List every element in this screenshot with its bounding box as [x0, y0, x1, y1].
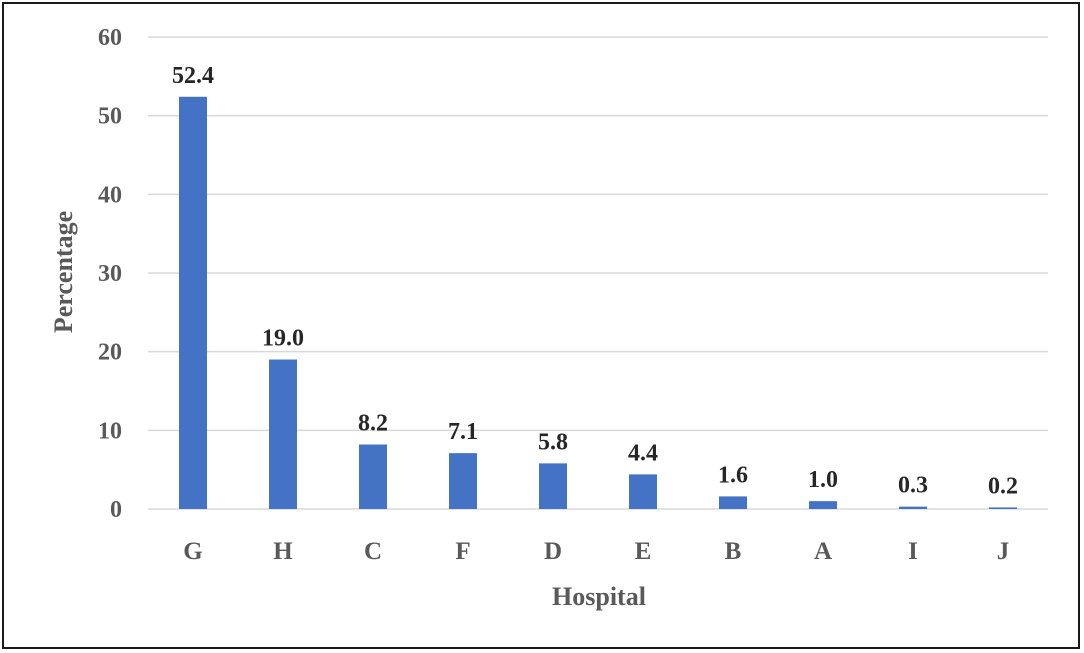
y-tick-label: 20 [98, 340, 122, 366]
y-tick-label: 60 [98, 25, 122, 51]
category-label-E: E [635, 538, 652, 565]
y-axis-ticks: 0 10 20 30 40 50 60 [98, 25, 122, 523]
y-tick-label: 10 [98, 418, 122, 444]
category-label-H: H [273, 538, 293, 565]
y-tick-label: 50 [98, 104, 122, 130]
data-label-A: 1.0 [808, 467, 838, 493]
data-label-D: 5.8 [538, 429, 568, 455]
data-label-C: 8.2 [358, 410, 388, 436]
category-label-A: A [814, 538, 832, 565]
data-labels: 52.4 19.0 8.2 7.1 5.8 4.4 1.6 1.0 0.3 0.2 [172, 63, 1018, 500]
category-label-F: F [455, 538, 470, 565]
data-label-B: 1.6 [718, 462, 748, 488]
y-tick-label: 40 [98, 182, 122, 208]
category-label-I: I [908, 538, 918, 565]
data-label-E: 4.4 [628, 440, 658, 466]
data-label-F: 7.1 [448, 419, 478, 445]
bar-D [539, 463, 567, 509]
category-label-G: G [183, 538, 202, 565]
data-label-G: 52.4 [172, 63, 214, 89]
x-axis-title: Hospital [552, 582, 646, 611]
bars [179, 96, 1017, 509]
data-label-I: 0.3 [898, 473, 928, 499]
bar-E [629, 474, 657, 509]
data-label-J: 0.2 [988, 473, 1018, 499]
bar-B [719, 496, 747, 509]
bar-G [179, 96, 207, 509]
bar-J [989, 507, 1017, 509]
bar-A [809, 501, 837, 509]
y-tick-label: 30 [98, 261, 122, 287]
y-axis-title: Percentage [49, 211, 78, 333]
bar-H [269, 359, 297, 509]
gridlines [148, 36, 1048, 510]
category-label-D: D [544, 538, 562, 565]
category-label-C: C [364, 538, 382, 565]
bar-F [449, 453, 477, 509]
data-label-H: 19.0 [262, 326, 304, 352]
bar-C [359, 444, 387, 509]
y-tick-label: 0 [110, 497, 122, 523]
bar-I [899, 506, 927, 509]
category-label-B: B [725, 538, 742, 565]
category-label-J: J [997, 538, 1010, 565]
